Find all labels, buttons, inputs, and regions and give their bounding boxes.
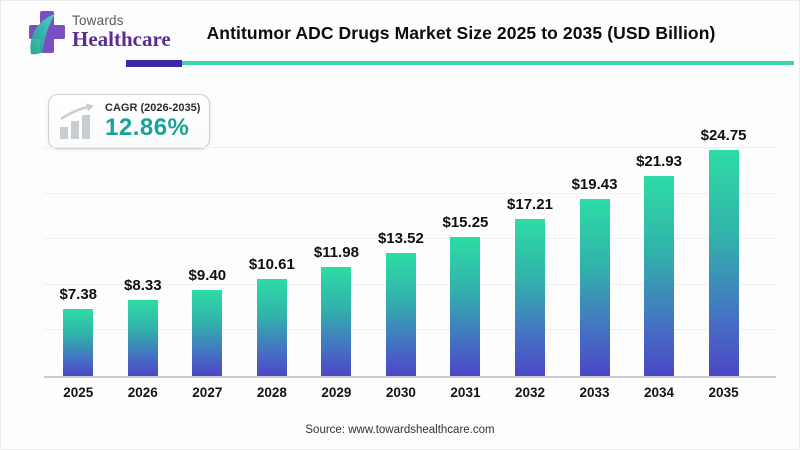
cagr-value: 12.86% bbox=[105, 113, 190, 141]
x-axis-label: 2032 bbox=[514, 385, 545, 400]
bar-chart: $7.38 $8.33 $9.40 $10.61 $11.98 $13.52 $15.25 $… bbox=[44, 127, 776, 400]
gridline bbox=[44, 238, 776, 240]
x-axis-label: 2029 bbox=[321, 385, 352, 400]
brand-logo: Towards Healthcare bbox=[28, 9, 171, 55]
brand-wordmark: Towards Healthcare bbox=[72, 12, 171, 52]
underline-purple-segment bbox=[126, 59, 182, 67]
cagr-label: CAGR (2026-2035) bbox=[105, 101, 201, 114]
bar-group: $13.52 bbox=[369, 230, 434, 376]
title-underline bbox=[126, 59, 794, 67]
x-axis-label: 2033 bbox=[579, 385, 610, 400]
bar bbox=[321, 266, 352, 376]
brand-name-bottom: Healthcare bbox=[72, 27, 171, 52]
bar-value-label: $19.43 bbox=[571, 175, 618, 193]
bar bbox=[192, 290, 223, 376]
bar-value-label: $7.38 bbox=[59, 285, 98, 303]
bar bbox=[579, 198, 610, 376]
bar-value-label: $10.61 bbox=[248, 256, 295, 274]
bar-value-label: $13.52 bbox=[377, 229, 424, 247]
bar-group: $17.21 bbox=[498, 196, 563, 376]
bar bbox=[450, 236, 481, 376]
bar-value-label: $9.40 bbox=[188, 267, 227, 285]
bar-value-label: $21.93 bbox=[636, 153, 682, 170]
bar bbox=[644, 176, 675, 376]
bar-group: $19.43 bbox=[562, 176, 627, 376]
bar-group: $24.75 bbox=[691, 127, 756, 376]
bar-value-label: $8.33 bbox=[124, 277, 162, 294]
bar bbox=[256, 279, 287, 376]
gridline bbox=[44, 147, 776, 148]
bar bbox=[63, 308, 94, 376]
gridline bbox=[44, 192, 776, 194]
x-axis-label: 2026 bbox=[127, 385, 158, 400]
x-axis-label: 2027 bbox=[192, 385, 223, 400]
bar-value-label: $11.98 bbox=[313, 243, 359, 261]
bar-value-label: $17.21 bbox=[507, 196, 553, 213]
bar bbox=[127, 300, 158, 376]
x-axis-line bbox=[44, 376, 776, 378]
healthcare-cross-leaf-icon bbox=[29, 11, 65, 55]
bar-group: $15.25 bbox=[433, 214, 498, 376]
x-axis-label: 2035 bbox=[708, 385, 739, 400]
bar-value-label: $15.25 bbox=[442, 213, 489, 231]
x-axis-label: 2028 bbox=[256, 385, 287, 400]
title-wrap: Antitumor ADC Drugs Market Size 2025 to … bbox=[131, 23, 791, 44]
bar bbox=[708, 150, 739, 376]
x-axis-label: 2031 bbox=[450, 385, 481, 400]
bar bbox=[385, 252, 416, 376]
page-title: Antitumor ADC Drugs Market Size 2025 to … bbox=[206, 23, 716, 43]
bar-group: $10.61 bbox=[240, 256, 305, 376]
bar-group: $21.93 bbox=[627, 153, 692, 376]
cagr-badge: CAGR (2026-2035) 12.86% bbox=[48, 94, 210, 149]
x-axis-label: 2030 bbox=[385, 385, 416, 400]
x-axis-label: 2025 bbox=[63, 385, 94, 400]
bar-group: $11.98 bbox=[304, 244, 369, 376]
bar-group: $8.33 bbox=[111, 277, 176, 376]
plot-area: $7.38 $8.33 $9.40 $10.61 $11.98 $13.52 $15.25 $… bbox=[44, 127, 776, 376]
x-axis-labels: 2025 2026 2027 2028 2029 2030 2031 2032 2033 2034… bbox=[46, 385, 756, 400]
source-note: Source: www.towardshealthcare.com bbox=[305, 424, 495, 436]
bar-value-label: $24.75 bbox=[700, 127, 747, 145]
growth-chart-icon bbox=[60, 103, 94, 139]
x-axis-label: 2034 bbox=[644, 385, 675, 400]
bar-group: $9.40 bbox=[175, 267, 240, 376]
bar-group: $7.38 bbox=[46, 286, 111, 376]
bar bbox=[514, 219, 545, 376]
cagr-texts: CAGR (2026-2035) 12.86% bbox=[105, 102, 200, 142]
underline-teal-segment bbox=[182, 61, 794, 65]
brand-name-top: Towards bbox=[72, 12, 124, 28]
